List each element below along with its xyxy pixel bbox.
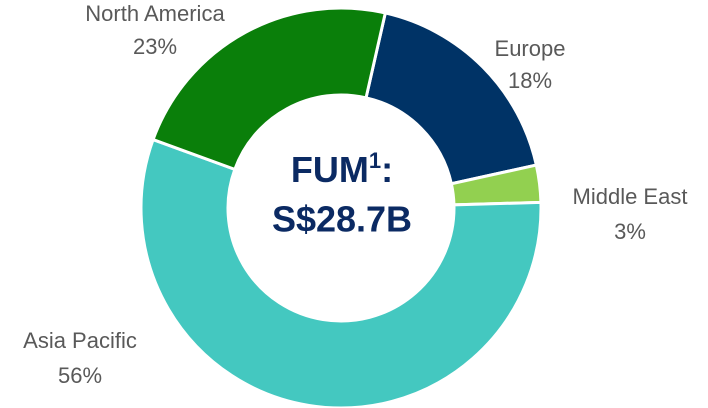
category-label: Middle East	[573, 184, 688, 209]
center-label-text: FUM	[291, 149, 369, 190]
slice	[139, 137, 543, 408]
category-label: Europe	[495, 36, 566, 61]
category-label: North America	[85, 1, 225, 26]
slice	[364, 11, 539, 186]
center-value: S$28.7B	[272, 199, 412, 240]
value-label: 56%	[58, 363, 102, 388]
footnote: 1	[369, 148, 381, 173]
center-label: FUM1:	[291, 148, 393, 190]
value-label: 18%	[508, 68, 552, 93]
value-label: 23%	[133, 34, 177, 59]
value-label: 3%	[614, 219, 646, 244]
donut	[139, 6, 543, 408]
center-label-suffix: :	[381, 149, 393, 190]
category-label: Asia Pacific	[23, 328, 137, 353]
slice	[151, 6, 388, 172]
